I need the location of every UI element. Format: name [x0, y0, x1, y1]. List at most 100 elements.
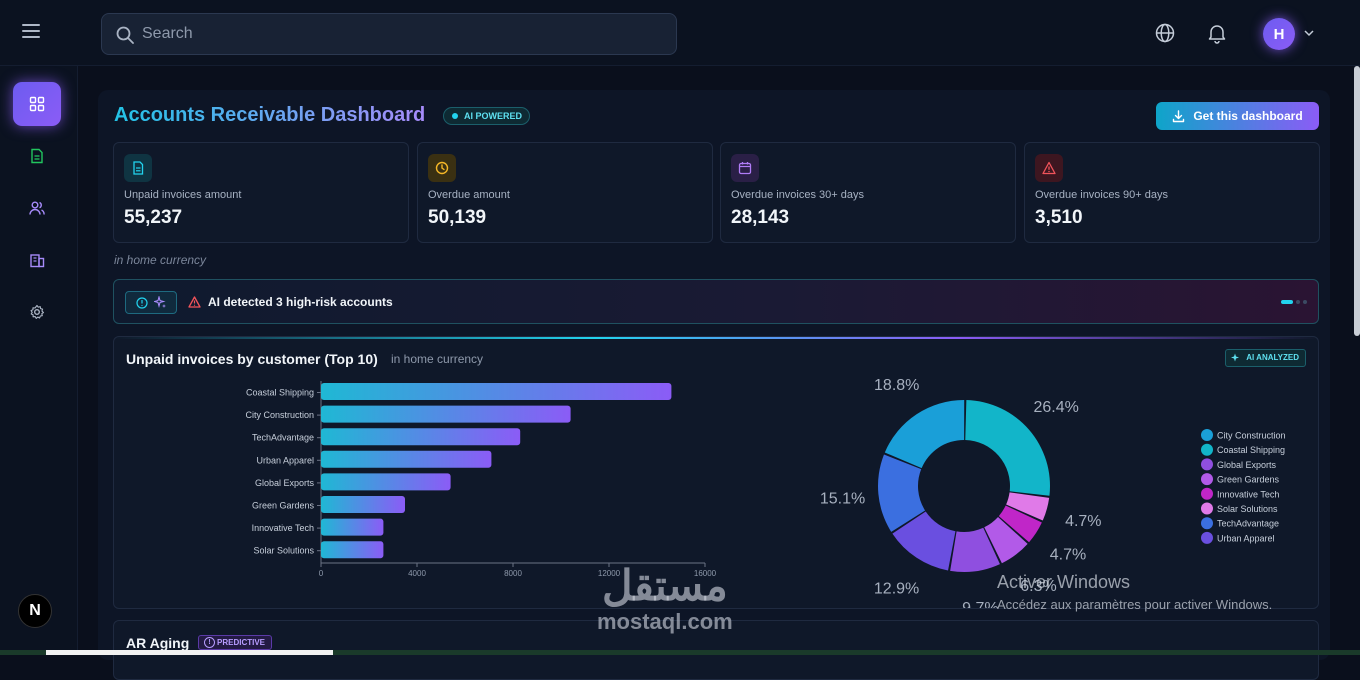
carousel-dot[interactable] [1281, 300, 1293, 304]
donut-slice [950, 527, 1000, 572]
x-tick-label: 12000 [598, 569, 621, 578]
bar [321, 496, 405, 513]
kpi-card-overdue-90[interactable]: Overdue invoices 90+ days 3,510 [1024, 142, 1320, 243]
ai-alert-banner[interactable]: AI detected 3 high-risk accounts [113, 279, 1319, 324]
legend-swatch [1201, 473, 1213, 486]
warning-icon [188, 296, 201, 308]
legend-swatch [1201, 502, 1213, 515]
kpi-value: 50,139 [428, 207, 487, 228]
kpi-value: 28,143 [731, 207, 790, 228]
avatar[interactable]: H [1263, 18, 1295, 50]
sparkle-icon [1231, 353, 1240, 362]
donut-slice [984, 516, 1028, 564]
slice-value-label: 4.7% [1065, 513, 1101, 530]
grid-icon [29, 96, 45, 112]
bar [321, 405, 571, 423]
sidebar-item-settings[interactable] [13, 290, 61, 334]
chart-title: Unpaid invoices by customer (Top 10) [126, 351, 378, 367]
ai-analyzed-label: AI ANALYZED [1246, 353, 1299, 362]
slice-value-label: 4.7% [1050, 547, 1086, 564]
x-tick-label: 8000 [504, 569, 522, 578]
legend-swatch [1201, 443, 1213, 456]
get-dashboard-button[interactable]: Get this dashboard [1156, 102, 1319, 130]
taskbar-strip [0, 650, 1360, 655]
legend-label: Coastal Shipping [1217, 445, 1285, 455]
gear-icon [30, 304, 45, 319]
y-tick-label: Innovative Tech [252, 523, 314, 533]
legend-label: Green Gardens [1217, 475, 1280, 485]
slice-value-label: 6.3% [1020, 578, 1056, 595]
unpaid-by-customer-card: Unpaid invoices by customer (Top 10) in … [113, 336, 1319, 609]
x-tick-label: 0 [319, 569, 324, 578]
download-icon [1173, 109, 1185, 122]
bar [321, 541, 384, 559]
kpi-card-unpaid[interactable]: Unpaid invoices amount 55,237 [113, 142, 409, 243]
carousel-dots[interactable] [1281, 300, 1307, 304]
slice-value-label: 26.4% [1033, 399, 1078, 416]
ai-analyzed-badge: AI ANALYZED [1225, 349, 1306, 367]
scrollbar[interactable] [1354, 66, 1360, 336]
legend-label: Global Exports [1217, 460, 1277, 470]
kpi-value: 3,510 [1035, 207, 1083, 228]
ai-alert-pill[interactable] [125, 291, 177, 314]
legend-label: Innovative Tech [1217, 489, 1279, 499]
search-box[interactable] [101, 13, 677, 55]
sidebar-item-dashboard[interactable] [13, 82, 61, 126]
bar [321, 518, 384, 536]
hamburger-menu-icon[interactable] [22, 24, 40, 40]
sidebar-item-documents[interactable] [13, 134, 61, 178]
users-icon [29, 201, 45, 215]
y-tick-label: City Construction [245, 410, 314, 420]
bar [321, 450, 492, 468]
get-dashboard-label: Get this dashboard [1193, 109, 1303, 123]
legend-swatch [1201, 487, 1213, 500]
slice-value-label: 12.9% [874, 581, 919, 598]
donut-slice [877, 454, 926, 532]
ar-aging-title: AR Aging [126, 635, 190, 651]
legend-label: TechAdvantage [1217, 519, 1279, 529]
globe-icon[interactable] [1154, 22, 1176, 44]
sidebar-item-buildings[interactable] [13, 238, 61, 282]
donut-slice [998, 505, 1042, 543]
chevron-down-icon[interactable] [1303, 28, 1315, 38]
donut-slice [1006, 492, 1050, 521]
legend-label: Urban Apparel [1217, 533, 1275, 543]
legend-swatch [1201, 531, 1213, 544]
legend-label: City Construction [1217, 431, 1286, 441]
bar [321, 473, 451, 491]
kpi-card-overdue[interactable]: Overdue amount 50,139 [417, 142, 713, 243]
legend-swatch [1201, 458, 1213, 471]
legend-swatch [1201, 517, 1213, 530]
bell-icon[interactable] [1206, 22, 1228, 44]
kpi-value: 55,237 [124, 207, 183, 228]
y-tick-label: Solar Solutions [253, 546, 314, 556]
slice-value-label: 18.8% [874, 377, 919, 394]
y-tick-label: Urban Apparel [256, 455, 314, 465]
kpi-label: Unpaid invoices amount [124, 189, 242, 201]
y-tick-label: Global Exports [255, 478, 315, 488]
sidebar-item-users[interactable] [13, 186, 61, 230]
slice-value-label: 15.1% [820, 490, 865, 507]
carousel-dot[interactable] [1296, 300, 1300, 304]
kpi-card-overdue-30[interactable]: Overdue invoices 30+ days 28,143 [720, 142, 1016, 243]
top-bar: H [0, 0, 1360, 66]
search-icon [116, 26, 134, 44]
currency-note: in home currency [114, 253, 207, 267]
kpi-label: Overdue invoices 90+ days [1035, 189, 1168, 201]
kpi-label: Overdue invoices 30+ days [731, 189, 864, 201]
sidebar: N [0, 66, 78, 655]
app-logo[interactable]: N [18, 594, 52, 628]
clock-icon [428, 154, 456, 182]
y-tick-label: Green Gardens [252, 501, 315, 511]
slice-value-label: 9.7% [962, 600, 998, 609]
carousel-dot[interactable] [1303, 300, 1307, 304]
legend-label: Solar Solutions [1217, 504, 1278, 514]
chart-subtitle: in home currency [391, 352, 484, 366]
donut-slice [965, 400, 1050, 496]
chart-canvas: Coastal Shipping City Construction TechAdv… [245, 377, 1286, 609]
search-input[interactable] [142, 22, 662, 46]
document-icon [124, 154, 152, 182]
x-tick-label: 4000 [408, 569, 426, 578]
bar [321, 383, 672, 400]
predictive-badge: PREDICTIVE [198, 635, 273, 650]
